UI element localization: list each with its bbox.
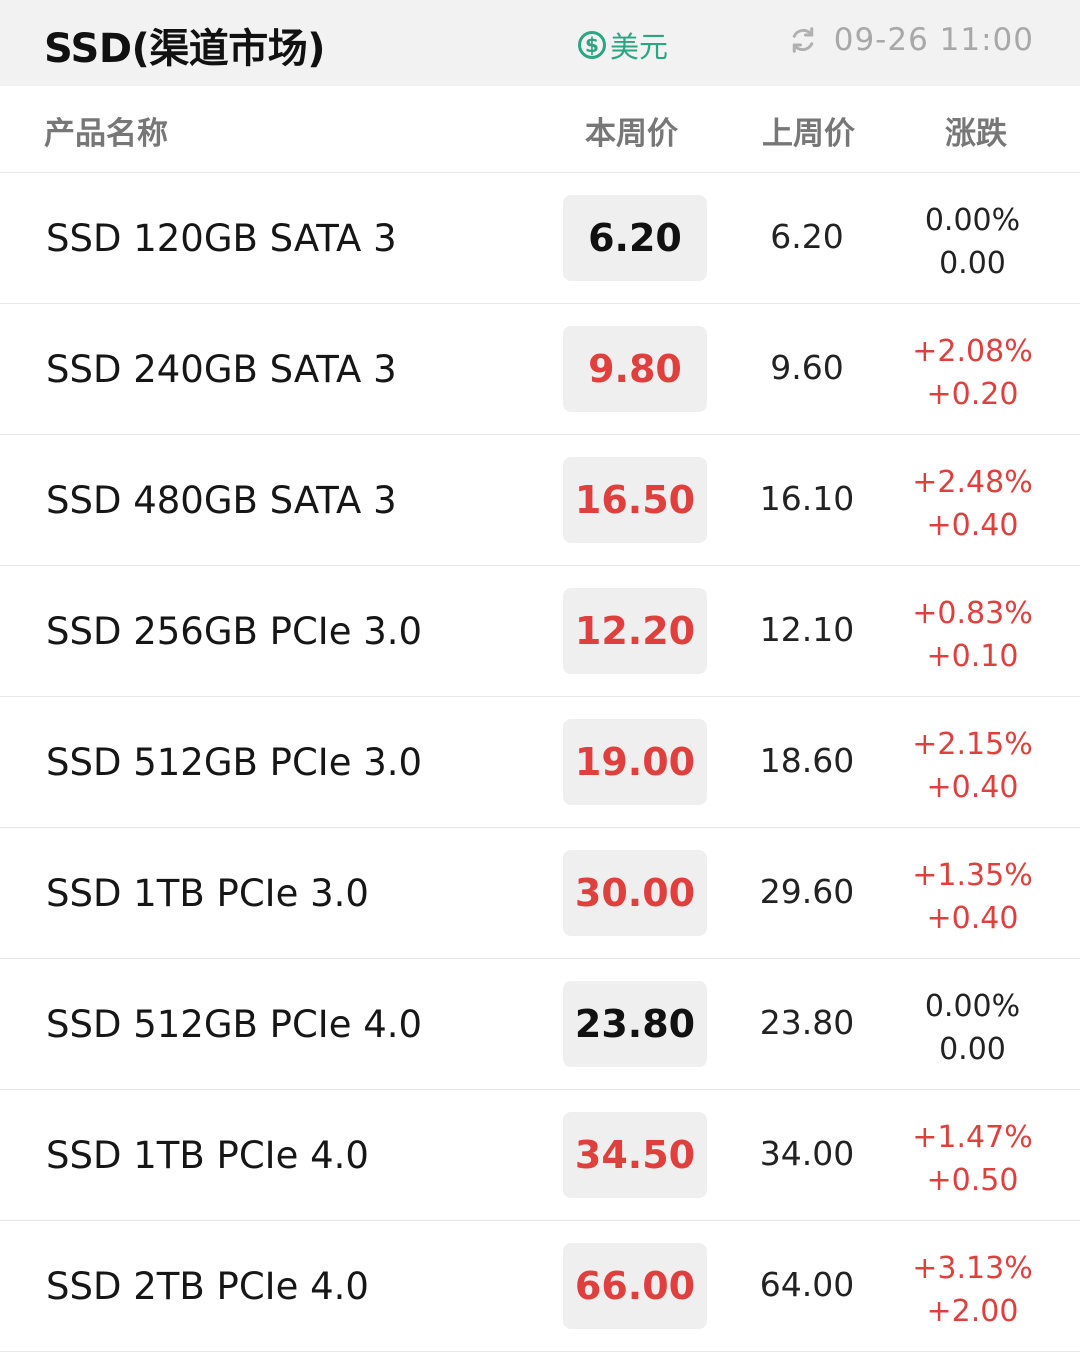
price-change: +1.35% +0.40: [900, 854, 1045, 940]
dollar-coin-icon: $: [578, 31, 606, 59]
last-week-price: 16.10: [759, 479, 855, 518]
change-percent: 0.00%: [924, 203, 1021, 238]
last-week-price: 23.80: [759, 1003, 855, 1042]
product-name: SSD 240GB SATA 3: [46, 348, 397, 391]
change-percent: +2.15%: [912, 727, 1033, 762]
product-name: SSD 512GB PCIe 4.0: [46, 1003, 423, 1046]
table-row[interactable]: SSD 512GB PCIe 3.0 19.00 18.60 +2.15% +0.40: [0, 697, 1080, 828]
column-last-week[interactable]: 上周价: [762, 116, 855, 152]
last-week-price: 34.00: [759, 1134, 855, 1173]
price-change: +2.15% +0.40: [900, 723, 1045, 809]
column-name[interactable]: 产品名称: [44, 116, 168, 152]
last-week-price: 6.20: [770, 217, 844, 256]
this-week-price: 12.20: [563, 588, 707, 674]
table-row[interactable]: SSD 512GB PCIe 4.0 23.80 23.80 0.00% 0.00: [0, 959, 1080, 1090]
page-title: SSD(渠道市场): [44, 26, 326, 72]
change-percent: +2.08%: [912, 334, 1033, 369]
product-name: SSD 1TB PCIe 3.0: [46, 872, 369, 915]
change-percent: +0.83%: [912, 596, 1033, 631]
currency-toggle[interactable]: $ 美元: [578, 24, 668, 66]
column-this-week[interactable]: 本周价: [585, 116, 678, 152]
column-change[interactable]: 涨跌: [945, 116, 1007, 152]
table-row[interactable]: SSD 480GB SATA 3 16.50 16.10 +2.48% +0.40: [0, 435, 1080, 566]
price-change: +2.48% +0.40: [900, 461, 1045, 547]
change-amount: +0.10: [926, 639, 1019, 674]
this-week-price: 66.00: [563, 1243, 707, 1329]
change-amount: +0.50: [926, 1163, 1019, 1198]
change-amount: +0.40: [926, 508, 1019, 543]
change-amount: +2.00: [926, 1294, 1019, 1329]
this-week-price: 16.50: [563, 457, 707, 543]
table-row[interactable]: SSD 1TB PCIe 4.0 34.50 34.00 +1.47% +0.50: [0, 1090, 1080, 1221]
currency-label: 美元: [610, 30, 669, 64]
change-amount: +0.20: [926, 377, 1019, 412]
product-name: SSD 480GB SATA 3: [46, 479, 397, 522]
last-week-price: 29.60: [759, 872, 855, 911]
change-percent: 0.00%: [924, 989, 1021, 1024]
refresh-icon: [792, 27, 813, 53]
this-week-price: 6.20: [563, 195, 707, 281]
change-percent: +1.35%: [912, 858, 1033, 893]
update-time[interactable]: 09-26 11:00: [788, 22, 1034, 58]
change-percent: +3.13%: [912, 1251, 1033, 1286]
price-change: +2.08% +0.20: [900, 330, 1045, 416]
change-amount: 0.00: [939, 1032, 1006, 1067]
change-amount: 0.00: [939, 246, 1006, 281]
price-table: SSD 120GB SATA 3 6.20 6.20 0.00% 0.00 SSD 240…: [0, 173, 1080, 1352]
change-percent: +1.47%: [912, 1120, 1033, 1155]
this-week-price: 34.50: [563, 1112, 707, 1198]
table-row[interactable]: SSD 2TB PCIe 4.0 66.00 64.00 +3.13% +2.00: [0, 1221, 1080, 1352]
last-week-price: 9.60: [770, 348, 844, 387]
price-change: 0.00% 0.00: [900, 985, 1045, 1071]
product-name: SSD 120GB SATA 3: [46, 217, 397, 260]
product-name: SSD 512GB PCIe 3.0: [46, 741, 423, 784]
change-amount: +0.40: [926, 901, 1019, 936]
product-name: SSD 1TB PCIe 4.0: [46, 1134, 369, 1177]
change-percent: +2.48%: [912, 465, 1033, 500]
product-name: SSD 2TB PCIe 4.0: [46, 1265, 369, 1308]
this-week-price: 30.00: [563, 850, 707, 936]
change-amount: +0.40: [926, 770, 1019, 805]
table-row[interactable]: SSD 1TB PCIe 3.0 30.00 29.60 +1.35% +0.40: [0, 828, 1080, 959]
column-header: 产品名称 本周价 上周价 涨跌: [0, 86, 1080, 173]
price-change: 0.00% 0.00: [900, 199, 1045, 285]
product-name: SSD 256GB PCIe 3.0: [46, 610, 423, 653]
table-row[interactable]: SSD 240GB SATA 3 9.80 9.60 +2.08% +0.20: [0, 304, 1080, 435]
last-week-price: 18.60: [759, 741, 855, 780]
table-row[interactable]: SSD 120GB SATA 3 6.20 6.20 0.00% 0.00: [0, 173, 1080, 304]
this-week-price: 9.80: [563, 326, 707, 412]
this-week-price: 19.00: [563, 719, 707, 805]
update-time-text: 09-26 11:00: [833, 22, 1034, 58]
table-row[interactable]: SSD 256GB PCIe 3.0 12.20 12.10 +0.83% +0.10: [0, 566, 1080, 697]
price-change: +3.13% +2.00: [900, 1247, 1045, 1333]
header-bar: SSD(渠道市场) $ 美元 09-26 11:00: [0, 0, 1080, 86]
price-change: +1.47% +0.50: [900, 1116, 1045, 1202]
this-week-price: 23.80: [563, 981, 707, 1067]
last-week-price: 12.10: [759, 610, 855, 649]
last-week-price: 64.00: [759, 1265, 855, 1304]
price-change: +0.83% +0.10: [900, 592, 1045, 678]
